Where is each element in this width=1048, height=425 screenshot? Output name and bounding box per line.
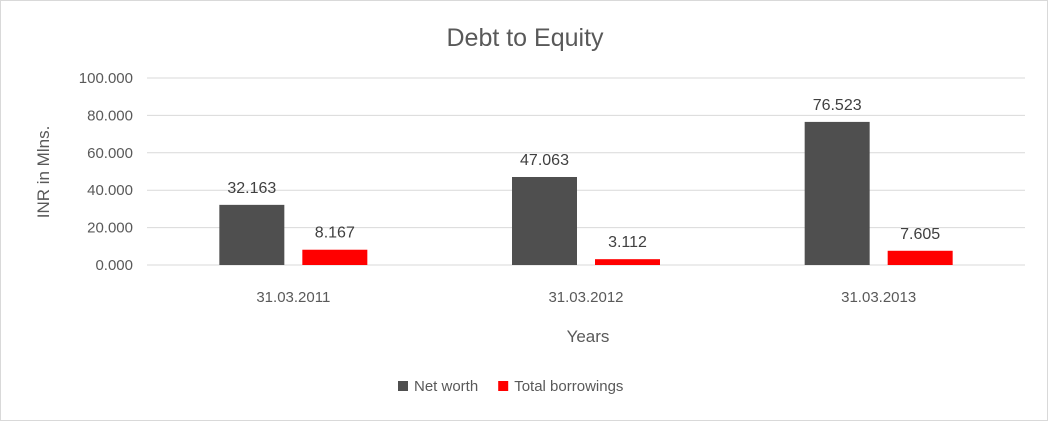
data-label: 47.063 [520, 152, 569, 169]
y-tick-label: 40.000 [87, 182, 133, 199]
y-tick-label: 20.000 [87, 220, 133, 237]
data-labels: 32.163 8.167 47.063 3.112 76.523 7.605 [227, 97, 940, 251]
x-tick-label: 31.03.2011 [256, 289, 330, 306]
legend-label-net-worth: Net worth [414, 378, 478, 395]
y-tick-label: 0.000 [95, 257, 133, 274]
chart-title: Debt to Equity [446, 24, 604, 52]
data-label: 7.605 [900, 226, 940, 243]
x-axis-category-labels: 31.03.2011 31.03.2012 31.03.2013 [256, 289, 916, 306]
x-tick-label: 31.03.2013 [841, 289, 916, 306]
data-label: 32.163 [227, 180, 276, 197]
bar-net-worth [804, 121, 870, 265]
legend: Net worth Total borrowings [398, 378, 623, 395]
bar-net-worth [512, 176, 577, 265]
bar-net-worth [219, 204, 285, 265]
data-label: 8.167 [315, 225, 355, 242]
legend-swatch-total-borrowings [498, 381, 509, 391]
gridlines [147, 77, 1025, 266]
bars [219, 121, 953, 265]
data-label: 76.523 [813, 97, 862, 114]
y-tick-label: 60.000 [87, 145, 133, 162]
legend-label-total-borrowings: Total borrowings [514, 378, 623, 395]
data-label: 3.112 [608, 234, 647, 251]
bar-total-borrowings [887, 250, 953, 265]
x-axis-title: Years [567, 327, 610, 346]
bar-total-borrowings [302, 249, 368, 265]
y-tick-label: 80.000 [87, 107, 133, 124]
y-axis-tick-labels: 0.000 20.000 40.000 60.000 80.000 100.000 [79, 70, 133, 274]
y-axis-title: INR in Mlns. [34, 126, 53, 219]
x-tick-label: 31.03.2012 [548, 289, 623, 306]
y-tick-label: 100.000 [79, 70, 133, 87]
bar-total-borrowings [595, 259, 660, 265]
legend-swatch-net-worth [398, 381, 408, 391]
